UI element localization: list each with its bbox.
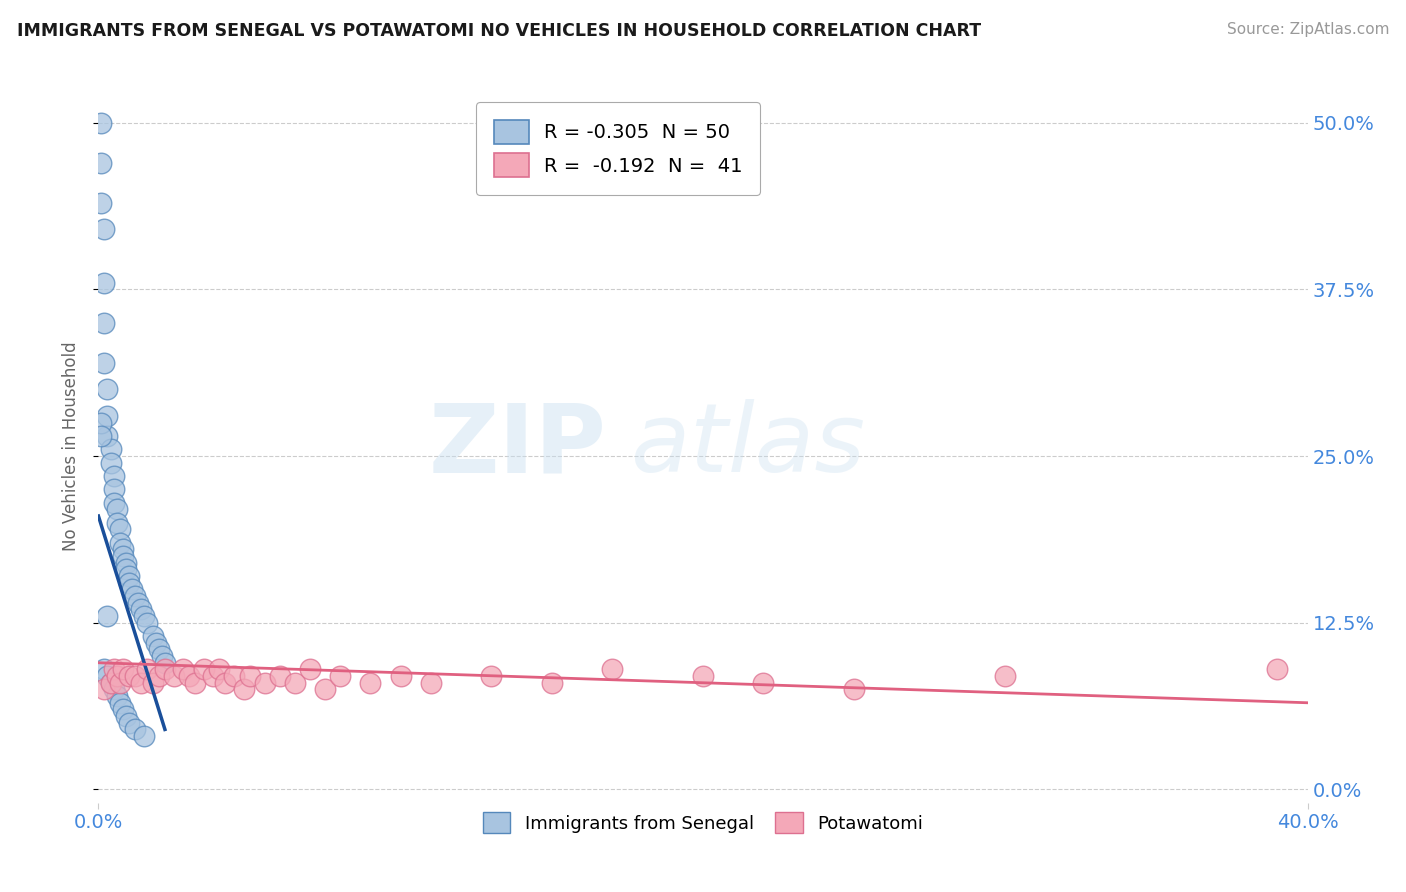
Point: [124, 589, 146, 603]
Point: [90, 429, 112, 443]
Point: [284, 675, 307, 690]
Point: [108, 535, 131, 549]
Point: [148, 642, 170, 657]
Point: [118, 715, 141, 730]
Legend: Immigrants from Senegal, Potawatomi: Immigrants from Senegal, Potawatomi: [475, 805, 931, 840]
Point: [299, 662, 322, 676]
Point: [118, 575, 141, 590]
Point: [127, 596, 149, 610]
Point: [100, 442, 122, 457]
Point: [103, 483, 125, 497]
Point: [96, 409, 118, 423]
Point: [111, 549, 134, 563]
Point: [389, 669, 412, 683]
Point: [111, 542, 134, 557]
Point: [103, 682, 125, 697]
Point: [108, 522, 131, 536]
Point: [129, 602, 152, 616]
Point: [153, 656, 176, 670]
Point: [96, 669, 118, 683]
Point: [105, 516, 128, 530]
Point: [224, 669, 246, 683]
Point: [1267, 662, 1289, 676]
Point: [329, 669, 352, 683]
Point: [108, 675, 131, 690]
Point: [540, 675, 562, 690]
Point: [90, 416, 112, 430]
Point: [214, 675, 236, 690]
Point: [239, 669, 262, 683]
Point: [420, 675, 443, 690]
Point: [114, 562, 136, 576]
Point: [752, 675, 775, 690]
Point: [111, 702, 134, 716]
Point: [253, 675, 276, 690]
Point: [132, 729, 155, 743]
Point: [105, 502, 128, 516]
Point: [124, 669, 146, 683]
Point: [602, 662, 624, 676]
Point: [150, 649, 173, 664]
Point: [193, 662, 215, 676]
Point: [184, 675, 207, 690]
Point: [121, 582, 143, 597]
Point: [232, 682, 254, 697]
Point: [93, 316, 115, 330]
Point: [481, 669, 503, 683]
Point: [114, 709, 136, 723]
Point: [100, 456, 122, 470]
Point: [108, 696, 131, 710]
Text: IMMIGRANTS FROM SENEGAL VS POTAWATOMI NO VEHICLES IN HOUSEHOLD CORRELATION CHART: IMMIGRANTS FROM SENEGAL VS POTAWATOMI NO…: [17, 22, 981, 40]
Point: [118, 669, 141, 683]
Point: [135, 615, 157, 630]
Point: [93, 662, 115, 676]
Point: [269, 669, 291, 683]
Point: [844, 682, 866, 697]
Point: [148, 669, 170, 683]
Point: [360, 675, 382, 690]
Point: [105, 689, 128, 703]
Point: [142, 675, 165, 690]
Point: [103, 496, 125, 510]
Point: [692, 669, 714, 683]
Point: [90, 155, 112, 169]
Point: [96, 609, 118, 624]
Point: [111, 662, 134, 676]
Point: [202, 669, 225, 683]
Point: [118, 569, 141, 583]
Point: [172, 662, 194, 676]
Point: [135, 662, 157, 676]
Point: [132, 609, 155, 624]
Point: [153, 662, 176, 676]
Point: [142, 629, 165, 643]
Y-axis label: No Vehicles in Household: No Vehicles in Household: [62, 341, 80, 551]
Text: ZIP: ZIP: [429, 400, 606, 492]
Point: [124, 723, 146, 737]
Text: atlas: atlas: [630, 400, 866, 492]
Point: [103, 662, 125, 676]
Point: [96, 382, 118, 396]
Point: [90, 195, 112, 210]
Point: [93, 276, 115, 290]
Point: [105, 669, 128, 683]
Point: [90, 115, 112, 129]
Point: [994, 669, 1017, 683]
Point: [129, 675, 152, 690]
Point: [314, 682, 336, 697]
Point: [145, 636, 167, 650]
Point: [100, 675, 122, 690]
Point: [114, 556, 136, 570]
Text: Source: ZipAtlas.com: Source: ZipAtlas.com: [1226, 22, 1389, 37]
Point: [163, 669, 186, 683]
Point: [179, 669, 201, 683]
Point: [93, 356, 115, 370]
Point: [103, 469, 125, 483]
Point: [100, 675, 122, 690]
Point: [96, 429, 118, 443]
Point: [93, 222, 115, 236]
Point: [208, 662, 231, 676]
Point: [93, 682, 115, 697]
